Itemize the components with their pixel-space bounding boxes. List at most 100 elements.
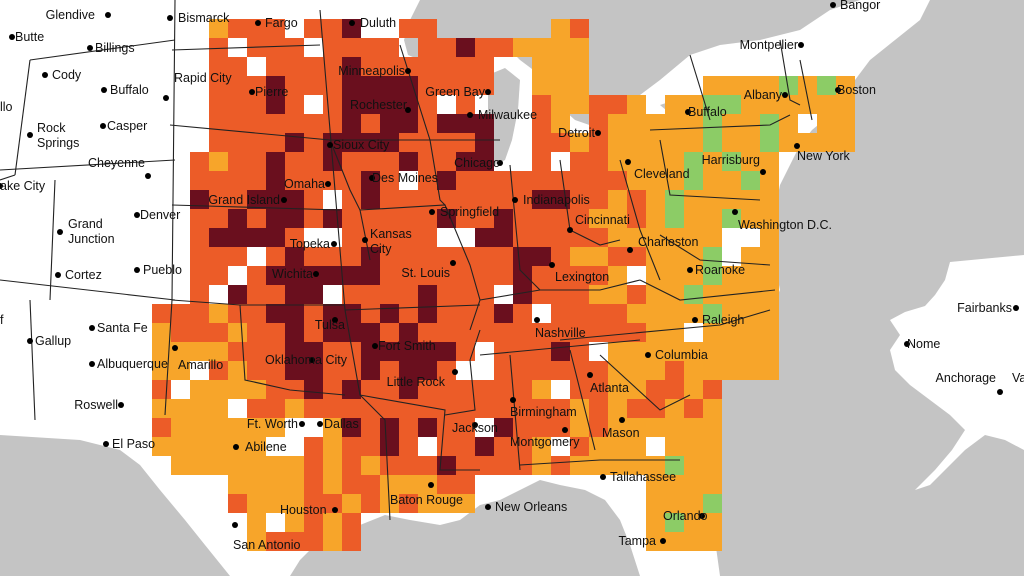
risk-cell-moderate (209, 152, 228, 171)
risk-cell-high (589, 323, 608, 342)
risk-cell-high (304, 513, 323, 532)
risk-cell-high (399, 209, 418, 228)
risk-cell-moderate (665, 228, 684, 247)
risk-cell-moderate (836, 114, 855, 133)
risk-cell-moderate (171, 361, 190, 380)
risk-cell-high (437, 38, 456, 57)
city-label-jackson: Jackson (452, 421, 498, 435)
risk-cell-moderate (817, 95, 836, 114)
risk-cell-very-high (342, 95, 361, 114)
risk-cell-moderate (152, 437, 171, 456)
risk-cell-moderate (171, 399, 190, 418)
risk-cell-very-high (361, 266, 380, 285)
risk-cell-high (589, 418, 608, 437)
risk-cell-high (589, 171, 608, 190)
city-label-columbia: Columbia (655, 348, 708, 362)
risk-cell-high (247, 361, 266, 380)
risk-cell-moderate (665, 247, 684, 266)
city-label-cincinnati: Cincinnati (575, 213, 630, 227)
risk-cell-high (380, 361, 399, 380)
city-marker (600, 474, 606, 480)
risk-cell-high (304, 399, 323, 418)
risk-cell-moderate (684, 494, 703, 513)
city-label-orlando: Orlando (663, 509, 708, 523)
city-label-new-york: New York (797, 149, 851, 163)
risk-cell-moderate (228, 323, 247, 342)
risk-cell-moderate (741, 323, 760, 342)
risk-cell-moderate (646, 190, 665, 209)
risk-cell-high (570, 19, 589, 38)
state-border (344, 309, 391, 521)
risk-cell-high (209, 114, 228, 133)
risk-cell-moderate (646, 133, 665, 152)
risk-cell-moderate (684, 133, 703, 152)
city-label-anchorage: Anchorage (936, 371, 997, 385)
risk-cell-high (323, 380, 342, 399)
risk-cell-low (703, 114, 722, 133)
risk-cell-moderate (665, 532, 684, 551)
risk-cell-high (190, 323, 209, 342)
risk-cell-high (570, 152, 589, 171)
risk-cell-moderate (684, 228, 703, 247)
risk-cell-very-high (342, 133, 361, 152)
risk-cell-moderate (665, 475, 684, 494)
risk-cell-high (532, 152, 551, 171)
risk-cell-moderate (627, 133, 646, 152)
risk-cell-high (209, 171, 228, 190)
risk-cell-very-high (285, 323, 304, 342)
risk-cell-high (266, 285, 285, 304)
risk-cell-moderate (190, 380, 209, 399)
risk-cell-moderate (608, 114, 627, 133)
risk-cell-moderate (665, 95, 684, 114)
risk-cell-very-high (285, 285, 304, 304)
risk-cell-moderate (209, 418, 228, 437)
risk-cell-moderate (247, 494, 266, 513)
risk-cell-moderate (760, 190, 779, 209)
city-label-buffalo-ny: Buffalo (688, 105, 727, 119)
city-marker (450, 260, 456, 266)
risk-cell-high (228, 342, 247, 361)
risk-cell-moderate (627, 456, 646, 475)
risk-cell-high (266, 361, 285, 380)
risk-cell-low (722, 95, 741, 114)
risk-cell-moderate (703, 513, 722, 532)
risk-cell-high (285, 228, 304, 247)
city-label-harrisburg: Harrisburg (702, 153, 760, 167)
risk-cell-high (399, 190, 418, 209)
risk-cell-very-high (513, 247, 532, 266)
city-marker (281, 197, 287, 203)
risk-cell-high (475, 399, 494, 418)
city-marker (101, 87, 107, 93)
risk-cell-high (342, 475, 361, 494)
risk-cell-moderate (418, 494, 437, 513)
city-label-el-paso: El Paso (112, 437, 155, 451)
risk-cell-high (532, 418, 551, 437)
state-border (0, 159, 176, 171)
risk-cell-high (304, 152, 323, 171)
risk-cell-moderate (703, 399, 722, 418)
risk-cell-high (247, 19, 266, 38)
city-label-baton-rouge: Baton Rouge (390, 493, 463, 507)
risk-cell-high (589, 152, 608, 171)
risk-cell-low (760, 114, 779, 133)
risk-cell-high (361, 152, 380, 171)
risk-cell-moderate (684, 209, 703, 228)
city-label-houston: Houston (280, 503, 327, 517)
risk-cell-very-high (247, 228, 266, 247)
risk-cell-high (380, 456, 399, 475)
risk-cell-moderate (646, 513, 665, 532)
risk-cell-high (589, 133, 608, 152)
state-border (0, 174, 16, 181)
risk-cell-high (342, 171, 361, 190)
risk-cell-moderate (741, 114, 760, 133)
risk-cell-high (570, 171, 589, 190)
risk-cell-moderate (190, 456, 209, 475)
risk-cell-very-high (323, 209, 342, 228)
risk-cell-high (570, 342, 589, 361)
risk-cell-moderate (437, 494, 456, 513)
risk-cell-moderate (589, 437, 608, 456)
risk-cell-very-high (475, 152, 494, 171)
risk-cell-high (475, 456, 494, 475)
city-label-rapid-city: Rapid City (174, 71, 232, 85)
